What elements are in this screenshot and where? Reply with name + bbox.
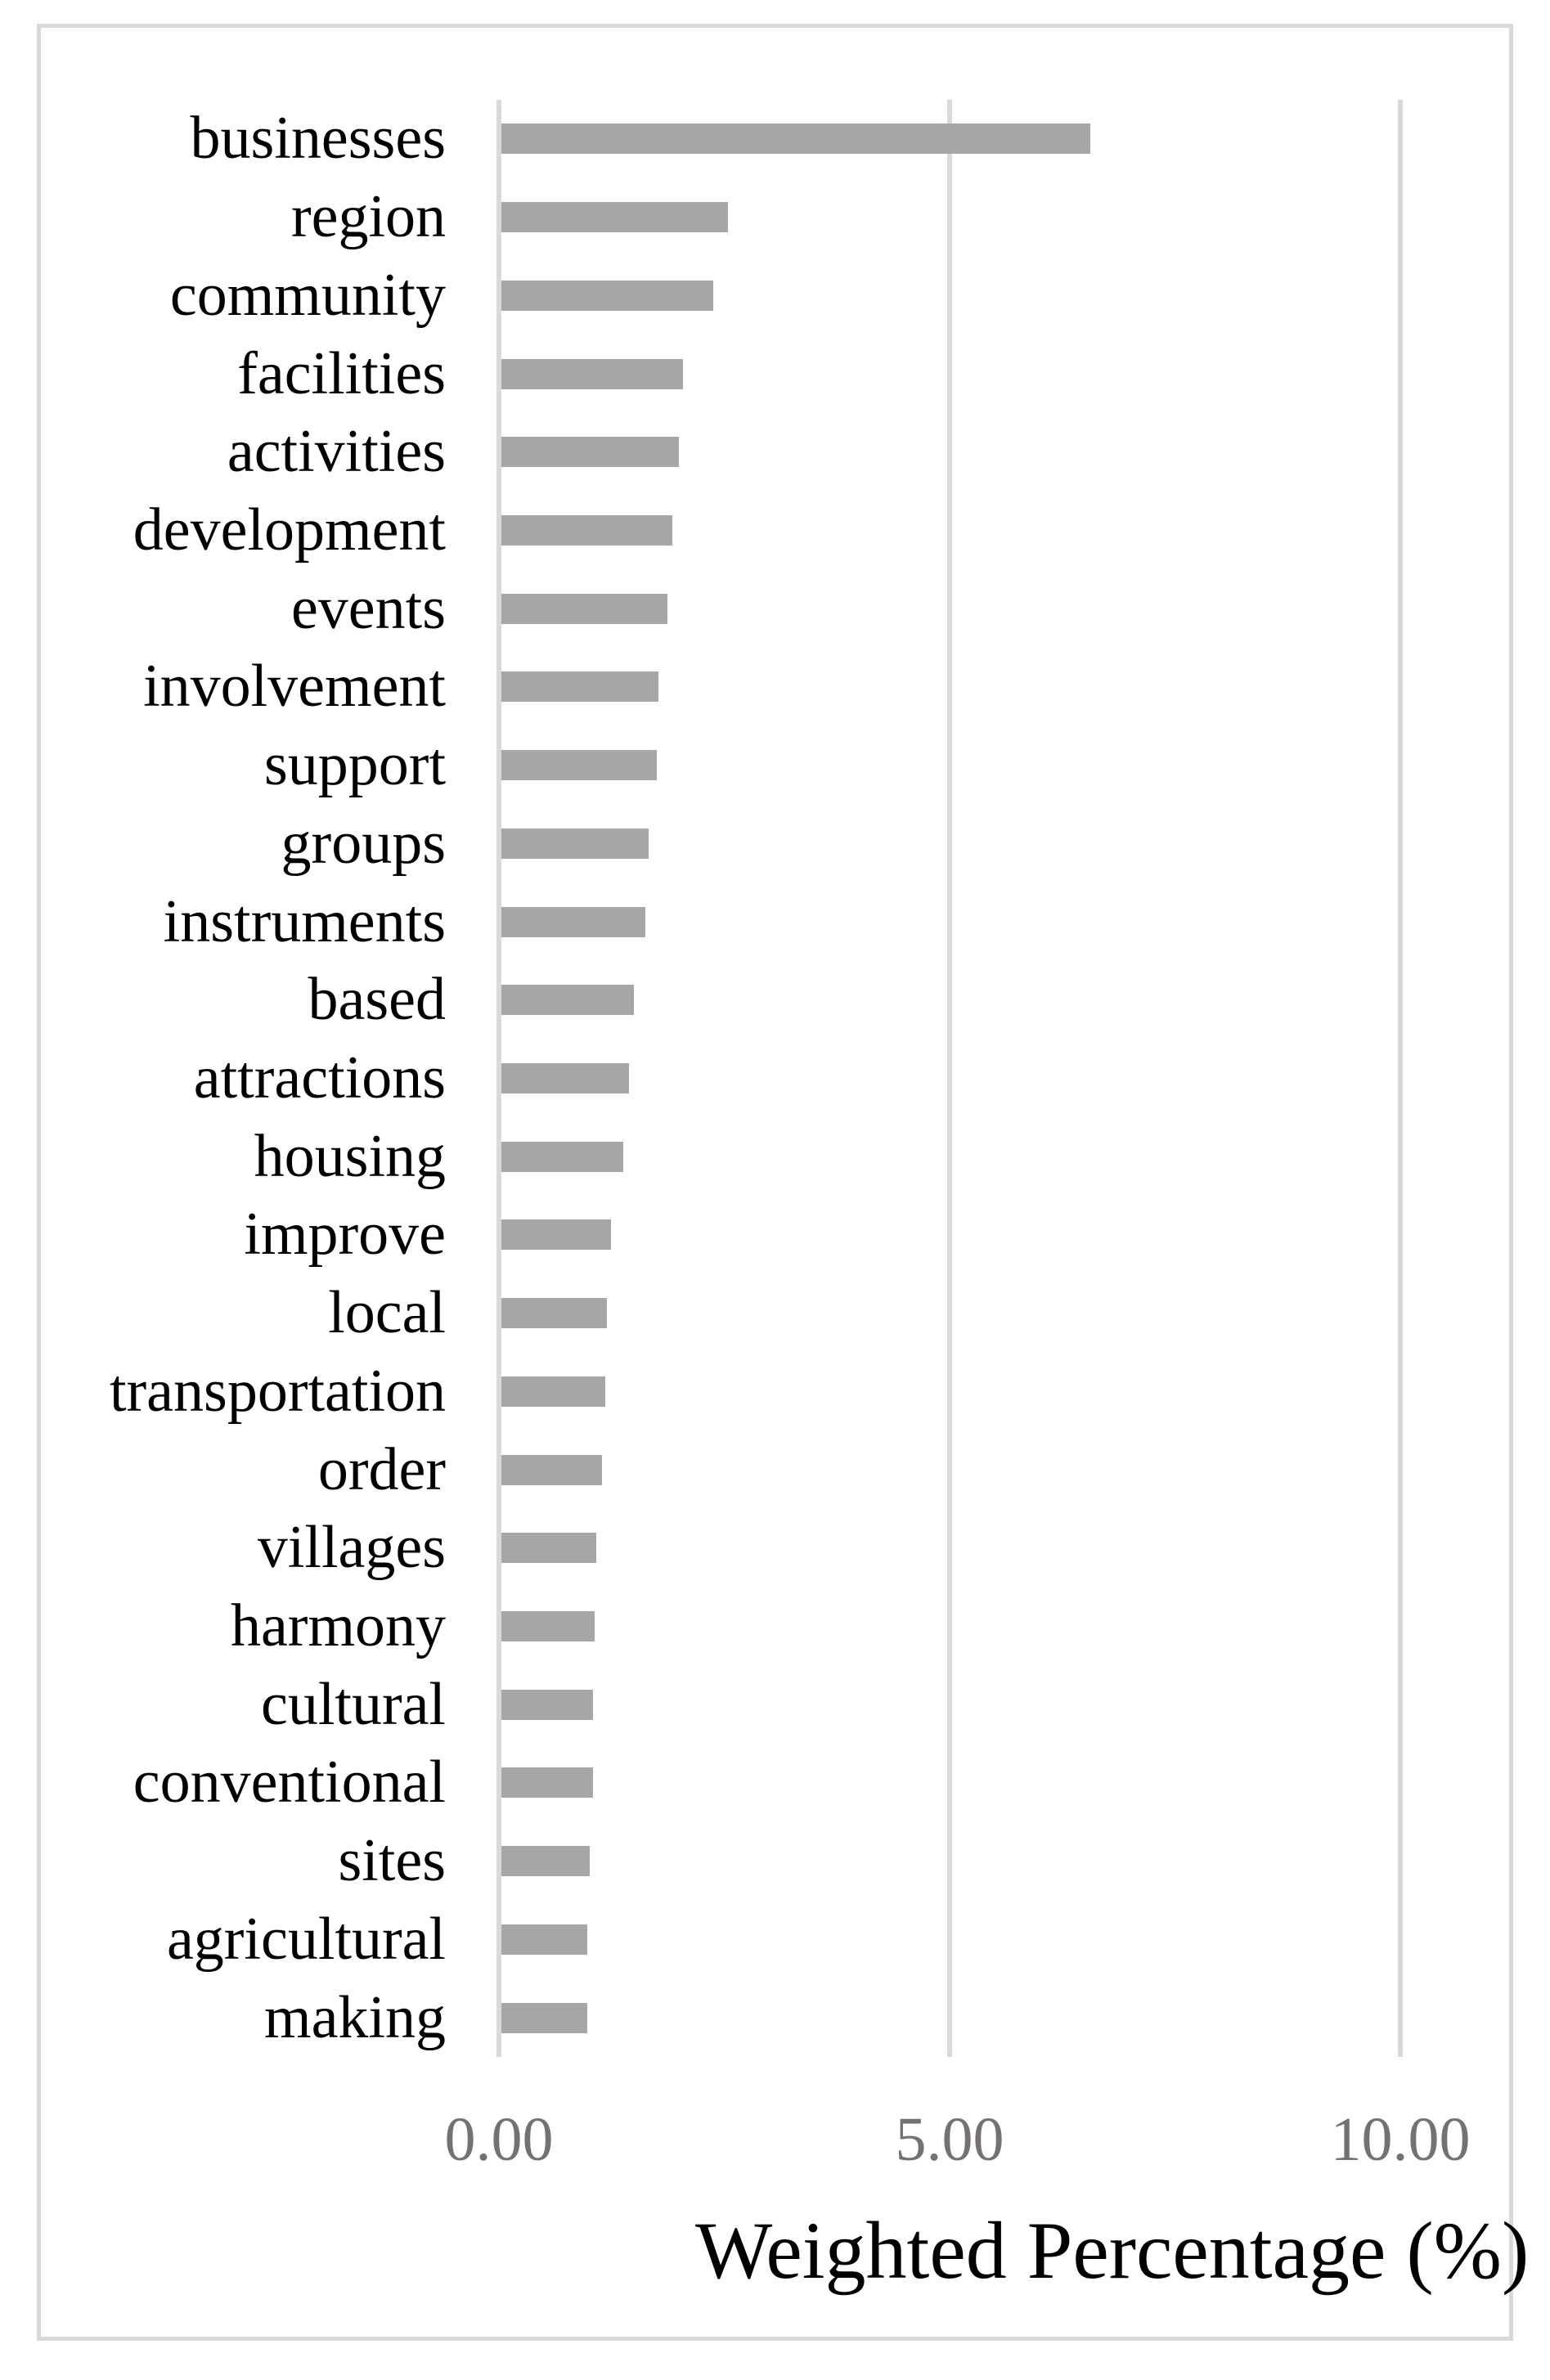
- bar-order: [501, 1454, 603, 1485]
- x-axis-title: Weighted Percentage (%): [695, 2205, 1530, 2296]
- bar-making: [501, 2002, 587, 2033]
- bar-groups: [501, 828, 649, 859]
- x-tick-label-10: 10.00: [1330, 2105, 1471, 2174]
- category-label-sites: sites: [338, 1827, 446, 1895]
- category-label-support: support: [264, 731, 446, 799]
- category-label-villages: villages: [257, 1514, 446, 1582]
- figure-border: [37, 24, 1513, 2341]
- category-label-based: based: [308, 966, 447, 1034]
- bar-facilities: [501, 358, 683, 389]
- bar-attractions: [501, 1063, 630, 1093]
- bar-community: [501, 280, 713, 311]
- category-label-businesses: businesses: [190, 105, 446, 173]
- bar-events: [501, 593, 667, 624]
- category-label-region: region: [290, 183, 446, 251]
- gridline-10: [1398, 100, 1403, 2057]
- category-label-housing: housing: [254, 1122, 446, 1190]
- bar-sites: [501, 1846, 590, 1877]
- x-tick-label-0: 0.00: [444, 2105, 554, 2174]
- bar-development: [501, 514, 673, 546]
- bar-transportation: [501, 1376, 605, 1407]
- bar-villages: [501, 1533, 596, 1564]
- bar-cultural: [501, 1689, 594, 1720]
- bar-region: [501, 202, 728, 233]
- category-label-attractions: attractions: [193, 1044, 446, 1111]
- category-label-events: events: [290, 574, 446, 642]
- bar-based: [501, 985, 634, 1016]
- bar-involvement: [501, 671, 658, 703]
- category-label-facilities: facilities: [237, 339, 446, 407]
- category-label-harmony: harmony: [230, 1592, 446, 1660]
- category-label-local: local: [328, 1279, 446, 1347]
- bar-activities: [501, 437, 680, 468]
- bar-improve: [501, 1219, 612, 1251]
- category-label-improve: improve: [244, 1201, 446, 1269]
- bar-instruments: [501, 906, 646, 937]
- category-label-cultural: cultural: [260, 1670, 446, 1738]
- gridline-0: [496, 100, 501, 2057]
- bar-housing: [501, 1141, 623, 1172]
- bar-agricultural: [501, 1924, 587, 1955]
- bar-businesses: [501, 123, 1090, 155]
- category-label-development: development: [133, 496, 446, 564]
- bar-local: [501, 1298, 607, 1329]
- category-label-instruments: instruments: [163, 887, 446, 955]
- gridline-5: [947, 100, 952, 2057]
- x-tick-label-5: 5.00: [895, 2105, 1004, 2174]
- category-label-making: making: [264, 1983, 446, 2051]
- bar-harmony: [501, 1611, 595, 1642]
- category-label-order: order: [317, 1435, 446, 1503]
- category-label-involvement: involvement: [143, 653, 446, 721]
- category-label-groups: groups: [281, 809, 446, 877]
- category-label-conventional: conventional: [133, 1749, 446, 1816]
- bar-conventional: [501, 1767, 594, 1798]
- category-label-community: community: [169, 261, 446, 329]
- category-label-activities: activities: [227, 418, 446, 486]
- bar-support: [501, 750, 657, 781]
- category-label-transportation: transportation: [109, 1357, 446, 1425]
- category-label-agricultural: agricultural: [166, 1905, 446, 1973]
